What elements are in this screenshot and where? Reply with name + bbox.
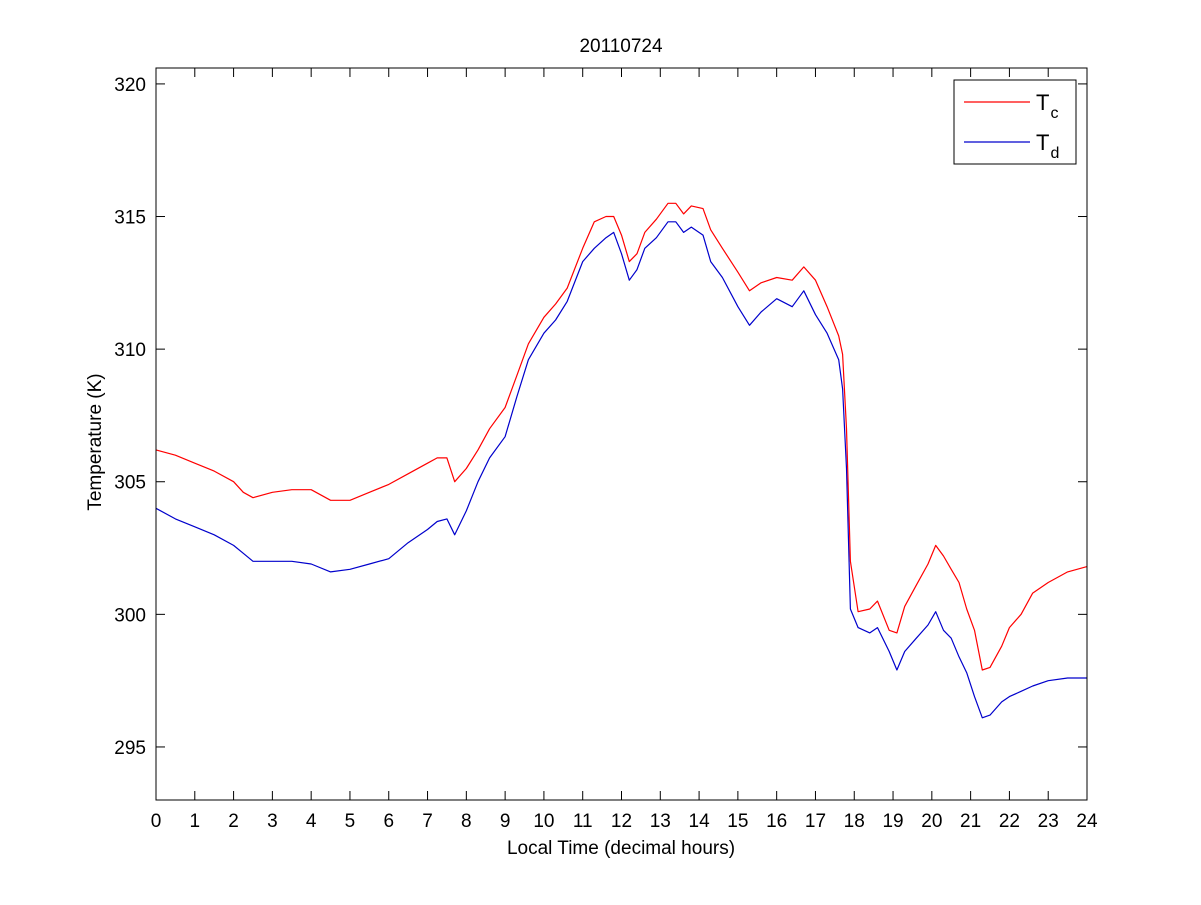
- x-tick-label: 7: [422, 811, 433, 832]
- x-tick-label: 16: [766, 811, 787, 832]
- y-tick-label: 310: [114, 340, 146, 361]
- x-tick-label: 2: [228, 811, 239, 832]
- plot-area: 0 1 2 3 4 5 6 7 8 9 10 11 12 13 14 15 16 17 18 19 20 21 22 23 24…: [114, 67, 1098, 832]
- x-tick-label: 19: [882, 811, 903, 832]
- y-tick-label: 295: [114, 738, 146, 759]
- x-tick-label: 13: [650, 811, 671, 832]
- x-tick-label: 10: [533, 811, 554, 832]
- x-tick-label: 14: [689, 811, 711, 832]
- x-tick-label: 17: [805, 811, 826, 832]
- x-tick-label: 12: [611, 811, 632, 832]
- series-line-T-c: [155, 202, 1088, 671]
- chart-title: 20110724: [579, 36, 663, 57]
- x-tick-label: 0: [151, 811, 162, 832]
- x-tick-label: 4: [306, 811, 317, 832]
- x-tick-label: 1: [190, 811, 201, 832]
- x-tick-label: 6: [383, 811, 394, 832]
- x-axis-label: Local Time (decimal hours): [507, 838, 735, 859]
- x-tick-label: 9: [500, 811, 511, 832]
- y-tick-label: 315: [114, 208, 146, 229]
- x-tick-label: 5: [345, 811, 356, 832]
- x-tick-label: 3: [267, 811, 278, 832]
- x-tick-label: 8: [461, 811, 472, 832]
- y-tick-label: 300: [114, 605, 146, 626]
- x-tick-label: 22: [999, 811, 1020, 832]
- y-tick-label: 320: [114, 75, 146, 96]
- x-tick-label: 15: [727, 811, 748, 832]
- x-tick-label: 21: [960, 811, 981, 832]
- series-line-T-d: [155, 221, 1087, 719]
- y-tick-label: 305: [114, 473, 146, 494]
- x-tick-label: 18: [844, 811, 865, 832]
- y-axis-label: Temperature (K): [85, 373, 106, 510]
- x-tick-label: 20: [921, 811, 942, 832]
- x-tick-label: 23: [1038, 811, 1059, 832]
- legend-box: [953, 79, 1077, 165]
- x-tick-label: 11: [573, 811, 593, 832]
- x-tick-label: 24: [1076, 811, 1098, 832]
